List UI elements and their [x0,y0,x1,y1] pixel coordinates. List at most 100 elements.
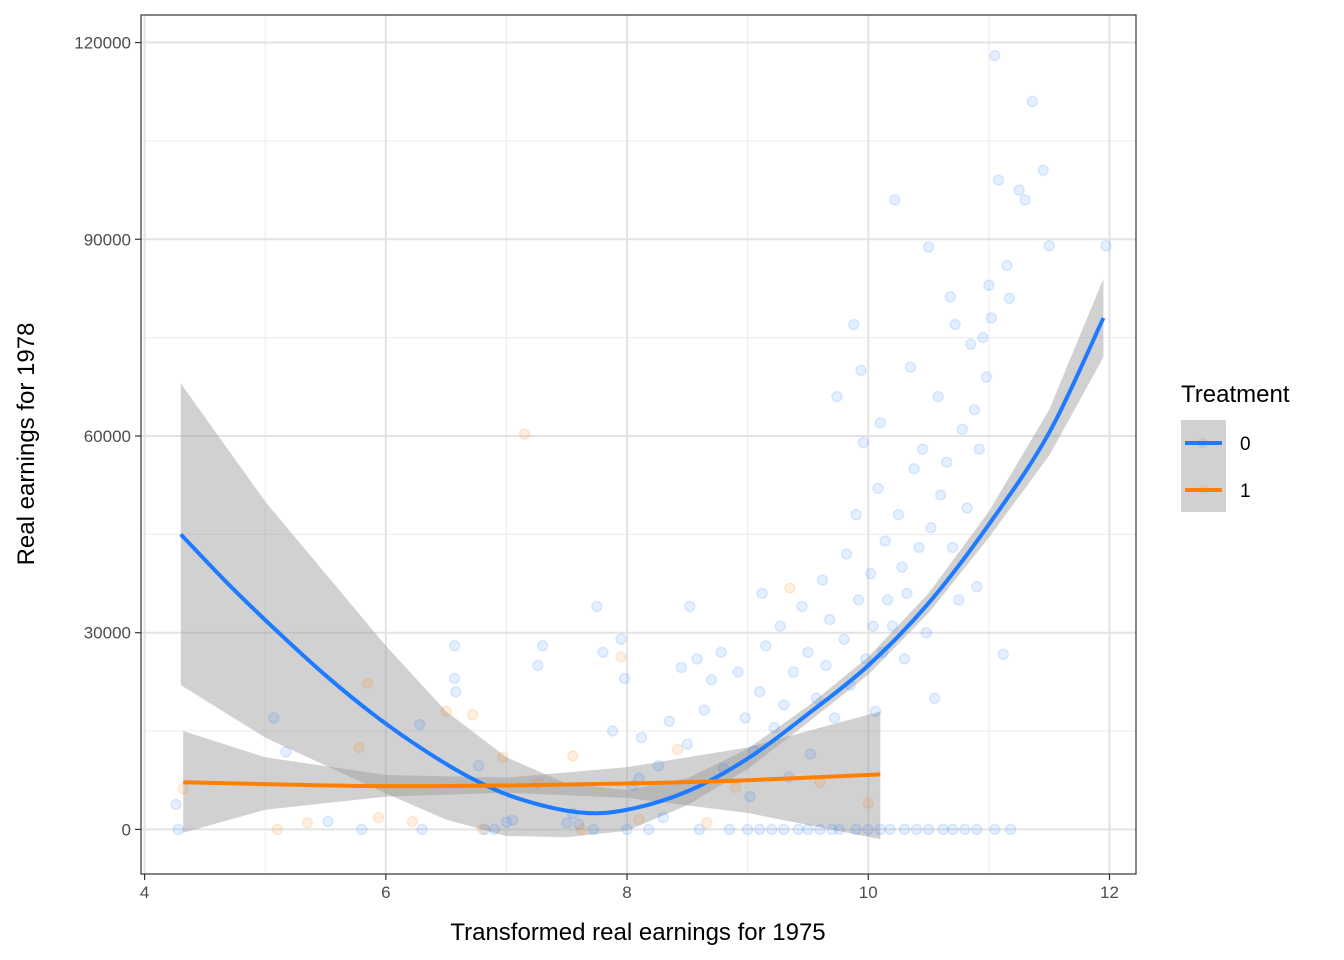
data-point-0 [693,823,706,836]
data-point-1 [440,705,452,718]
data-point-0 [787,666,800,678]
data-point-0 [1037,164,1049,177]
data-point-0 [500,816,513,828]
y-tick-label: 0 [122,820,131,839]
legend-key-point [1198,438,1208,448]
legend-label: 0 [1240,434,1251,455]
data-point-0 [898,823,911,836]
data-point-0 [1001,259,1013,272]
y-tick-label: 90000 [84,230,131,249]
data-point-1 [353,741,366,754]
data-point-0 [961,502,973,514]
data-point-0 [739,712,751,724]
data-point-0 [869,705,882,718]
data-point-0 [860,653,872,665]
data-point-0 [450,685,462,698]
data-point-0 [355,823,368,836]
data-point-0 [804,748,817,760]
legend-key-point [1198,485,1208,495]
data-point-0 [850,823,862,836]
y-axis-title: Real earnings for 1978 [13,323,40,566]
data-point-0 [796,600,808,613]
data-point-1 [466,708,479,721]
data-point-1 [177,783,189,795]
data-point-0 [1013,184,1025,196]
x-axis: 4 6 8 10 12 [140,874,1119,902]
confidence-band-0 [180,278,1104,838]
data-point-0 [977,331,989,344]
data-point-0 [472,760,485,772]
data-point-0 [1043,240,1055,252]
legend-key-background [1181,420,1226,512]
data-point-0 [949,318,961,331]
data-point-1 [700,817,713,829]
data-point-0 [857,436,870,449]
data-point-0 [814,823,826,836]
data-point-0 [937,823,949,836]
data-point-1 [784,582,796,594]
x-tick-label: 8 [622,883,631,902]
data-point-0 [855,364,867,377]
data-point-0 [448,640,461,652]
data-point-0 [901,587,913,600]
data-point-1 [271,823,284,836]
data-point-0 [753,823,766,836]
data-point-0 [884,823,896,836]
data-point-0 [621,823,633,836]
data-point-0 [896,561,908,573]
data-point-0 [753,685,766,698]
data-point-0 [652,760,665,772]
data-point-0 [925,522,937,534]
data-point-0 [968,403,981,416]
data-point-0 [657,811,669,824]
data-point-0 [838,633,850,646]
data-point-0 [478,823,491,836]
data-point-1 [476,823,489,836]
data-point-1 [518,428,531,440]
data-point-0 [965,338,977,350]
data-point-0 [908,463,920,475]
data-point-0 [862,823,875,836]
data-point-1 [497,751,509,764]
x-tick-label: 12 [1100,883,1119,902]
data-point-0 [802,646,814,659]
data-point-0 [1003,292,1016,305]
smooth-line-0 [179,317,1106,816]
data-point-0 [597,646,609,659]
data-point-0 [591,600,603,613]
data-point-0 [867,620,879,632]
data-point-0 [904,361,917,373]
data-point-1 [406,815,419,828]
data-point-0 [684,600,696,613]
data-point-0 [732,666,744,678]
data-point-0 [848,318,860,331]
confidence-bands [180,278,1104,840]
y-tick-label: 120000 [74,34,131,53]
data-point-0 [810,692,823,705]
data-point-0 [768,722,780,734]
data-point-0 [744,790,756,803]
data-point-0 [886,620,899,632]
plot-border [140,14,1137,875]
data-point-0 [170,798,182,811]
data-point-0 [532,659,544,672]
data-point-0 [691,653,703,665]
data-point-0 [1004,823,1017,836]
data-point-0 [172,823,185,836]
data-point-1 [615,651,627,663]
data-point-0 [802,823,814,836]
data-point-0 [980,371,993,383]
data-point-0 [322,815,334,828]
data-point-0 [448,672,461,685]
data-point-0 [864,567,877,580]
data-point-0 [889,194,901,206]
data-point-0 [898,653,911,665]
data-point-0 [971,581,983,593]
data-point-1 [301,817,314,829]
data-point-0 [587,823,600,836]
data-point-0 [506,814,519,826]
y-axis: 0 30000 60000 90000 120000 [74,34,141,839]
data-point-0 [766,823,778,836]
legend: Treatment 0 1 [1181,381,1290,512]
